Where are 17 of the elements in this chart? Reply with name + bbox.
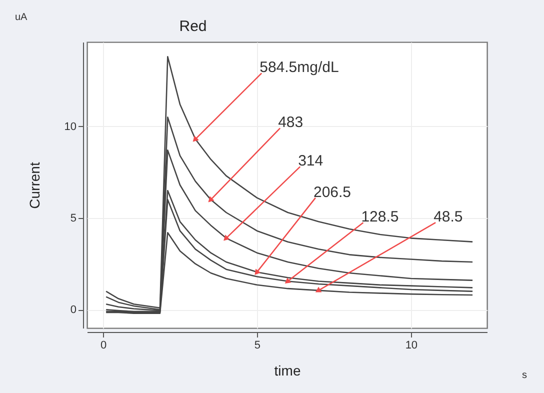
x-tick-label: 0 (100, 340, 107, 352)
text: uA (15, 12, 28, 23)
text: 314 (298, 152, 324, 170)
text: 584.5mg/dL (260, 59, 339, 76)
text: 128.5 (361, 208, 399, 226)
y-tick-label: 0 (70, 304, 76, 316)
y-tick-label: 5 (70, 212, 76, 224)
chart-title: Red (179, 18, 207, 35)
x-axis-title: time (274, 362, 301, 378)
text: 483 (278, 114, 304, 132)
text: 206.5 (313, 184, 352, 201)
text: 48.5 (434, 208, 463, 226)
x-tick-label: 10 (405, 340, 418, 352)
text: s (522, 370, 527, 381)
y-tick-label: 10 (64, 120, 76, 133)
x-tick-label: 5 (254, 340, 261, 352)
y-axis-title: Current (26, 162, 42, 209)
